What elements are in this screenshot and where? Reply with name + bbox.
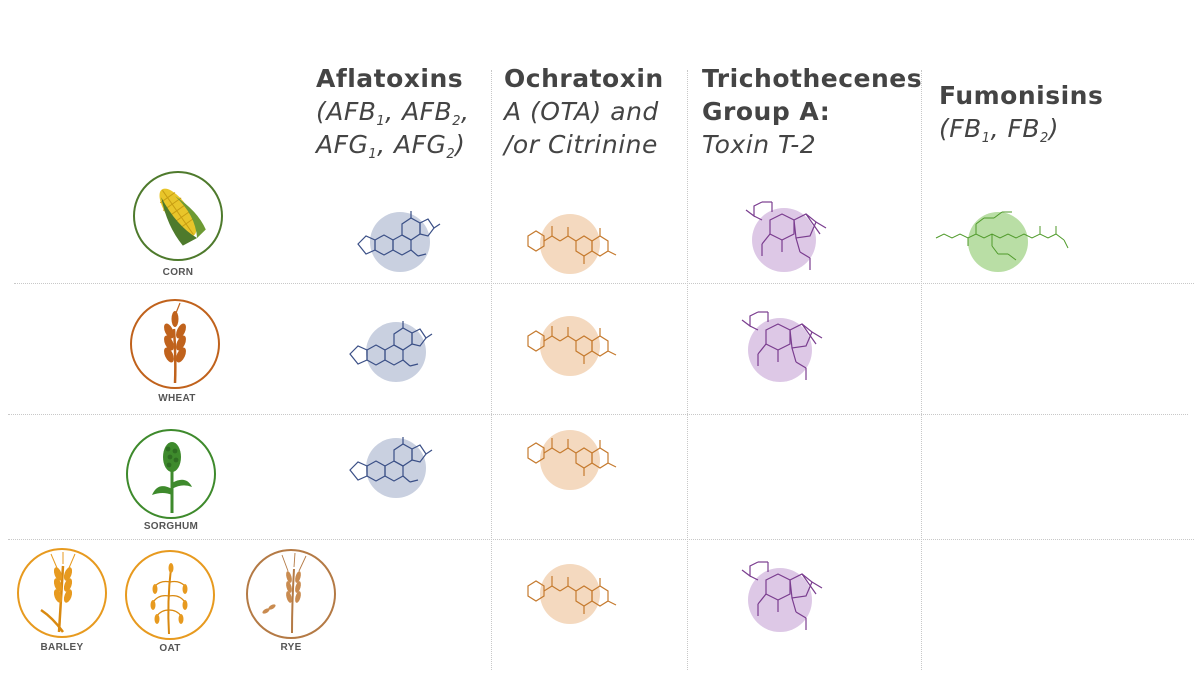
column-divider (921, 70, 922, 670)
aflatoxin-molecule-corn (348, 206, 448, 280)
crop-sorghum (126, 429, 216, 519)
ochratoxin-molecule-wheat (522, 312, 632, 386)
aflatoxin-molecule-sorghum (340, 432, 440, 506)
barley-icon (40, 552, 76, 633)
rye-icon (262, 552, 307, 634)
crop-barley (17, 548, 107, 638)
ochratoxin-molecule-sorghum (522, 424, 632, 498)
header-subtitle: A (OTA) and (504, 97, 659, 126)
header-title: Trichothecenes (702, 64, 923, 93)
header-title: Group A: (702, 97, 831, 126)
crop-corn (133, 171, 223, 261)
header-ochratoxin: Ochratoxin A (OTA) and /or Citrinine (504, 62, 664, 161)
oat-icon (150, 563, 188, 635)
fumonisin-molecule-corn (932, 202, 1082, 286)
ochratoxin-molecule-barley-oat-rye (522, 562, 632, 636)
crop-label: BARLEY (40, 642, 84, 653)
corn-icon (159, 188, 206, 246)
wheat-icon (164, 302, 186, 384)
trichothecene-molecule-barley-oat-rye (736, 550, 836, 644)
crop-label: CORN (162, 267, 194, 278)
column-divider (687, 70, 688, 670)
trichothecene-molecule-corn (740, 190, 840, 284)
header-subtitle: /or Citrinine (504, 130, 658, 159)
crop-label: RYE (280, 642, 302, 653)
ochratoxin-molecule-corn (522, 212, 632, 286)
header-subtitle: Toxin T-2 (702, 130, 817, 159)
header-title: Aflatoxins (316, 64, 464, 93)
crop-oat (125, 550, 215, 640)
row-divider (14, 283, 1194, 284)
header-fumonisins: Fumonisins (FB1, FB2) (939, 79, 1103, 145)
header-subtitle: (AFB1, AFB2, (316, 97, 470, 129)
header-subtitle: AFG1, AFG2) (316, 130, 466, 162)
header-title: Ochratoxin (504, 64, 664, 93)
aflatoxin-molecule-wheat (340, 316, 440, 390)
crop-label: SORGHUM (143, 521, 199, 532)
crop-label: OAT (159, 643, 181, 654)
crop-rye (246, 549, 336, 639)
row-divider (8, 414, 1188, 415)
header-subtitle: (FB1, FB2) (939, 114, 1060, 146)
header-title: Fumonisins (939, 81, 1104, 110)
header-trichothecenes: Trichothecenes Group A: Toxin T-2 (702, 62, 922, 161)
crop-label: WHEAT (158, 393, 196, 404)
sorghum-icon (152, 442, 192, 513)
column-divider (491, 70, 492, 670)
trichothecene-molecule-wheat (736, 300, 836, 394)
row-divider (8, 539, 1194, 540)
header-aflatoxins: Aflatoxins (AFB1, AFB2, AFG1, AFG2) (316, 62, 469, 161)
crop-wheat (130, 299, 220, 389)
